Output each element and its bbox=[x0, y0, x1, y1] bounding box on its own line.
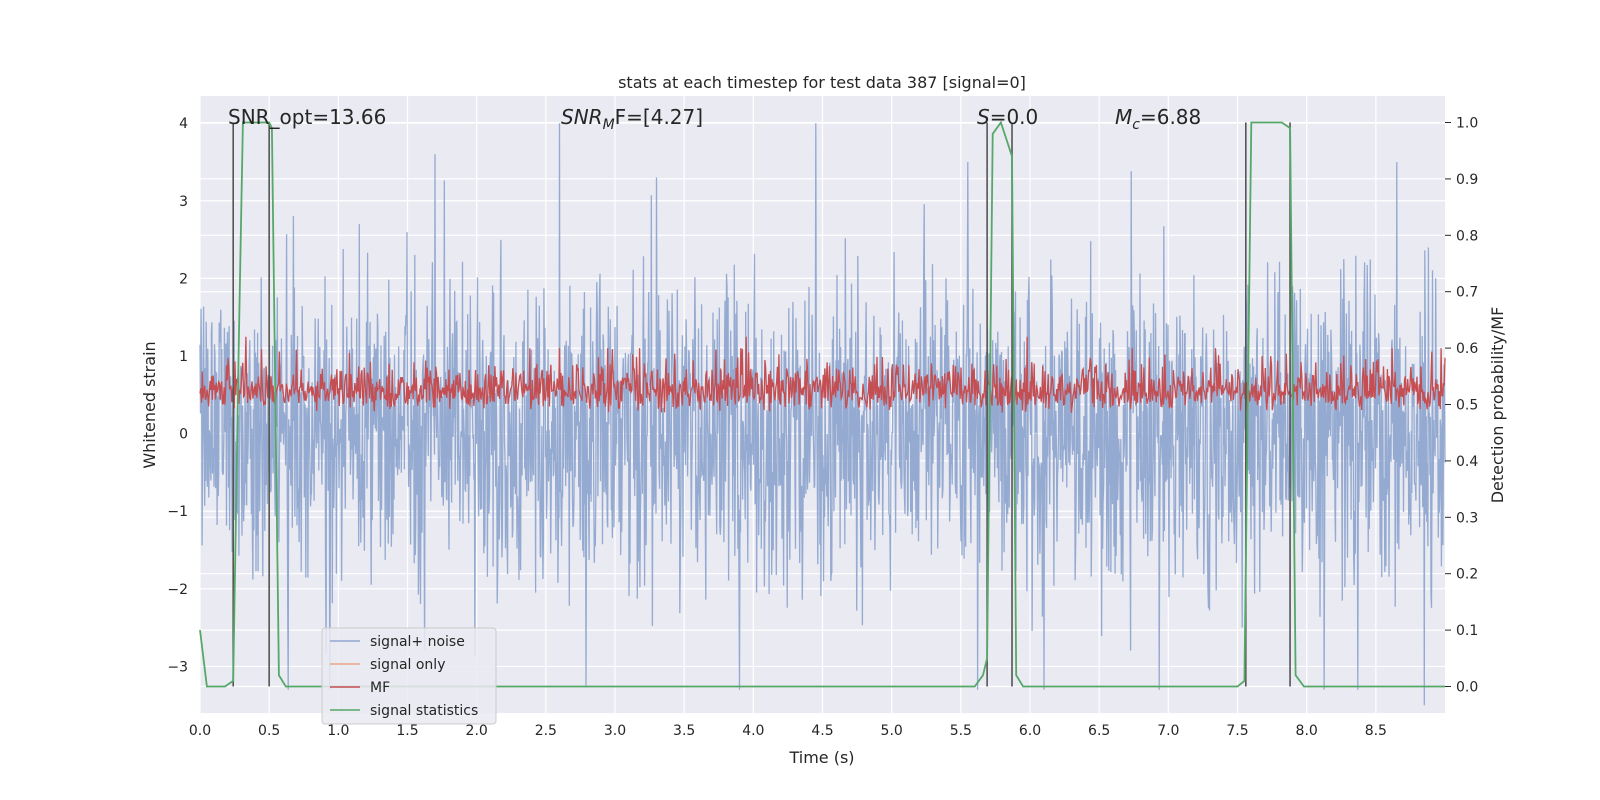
x-tick-label: 6.0 bbox=[1019, 723, 1041, 739]
annotation-snr-mf-sub: M bbox=[603, 117, 615, 133]
y-tick-label: 0 bbox=[179, 427, 188, 443]
y2-tick-label: 0.6 bbox=[1456, 341, 1478, 357]
x-tick-label: 1.0 bbox=[327, 723, 349, 739]
annotation-s-rest: =0.0 bbox=[990, 105, 1039, 129]
x-axis-ticks: 0.0 0.5 1.0 1.5 2.0 2.5 3.0 3.5 4.0 4.5 5.0 5.5 6.0 6… bbox=[189, 723, 1387, 739]
legend-label-signal-noise: signal+ noise bbox=[370, 634, 465, 650]
legend-label-signal-statistics: signal statistics bbox=[370, 703, 478, 719]
chart-title: stats at each timestep for test data 387… bbox=[618, 73, 1026, 92]
x-axis-label: Time (s) bbox=[788, 748, 854, 767]
x-tick-label: 1.5 bbox=[396, 723, 418, 739]
y2-axis-label: Detection probability/MF bbox=[1488, 307, 1507, 504]
y2-tick-label: 0.3 bbox=[1456, 510, 1478, 526]
legend-label-mf: MF bbox=[370, 680, 390, 696]
annotation-mc-var: M bbox=[1115, 105, 1132, 129]
y2-tick-label: 0.1 bbox=[1456, 623, 1478, 639]
annotation-s-var: S bbox=[977, 105, 990, 129]
y-tick-label: 2 bbox=[179, 271, 188, 287]
y-tick-label: −3 bbox=[167, 659, 188, 675]
x-tick-label: 7.5 bbox=[1226, 723, 1248, 739]
y2-axis-ticks: 1.0 0.9 0.8 0.7 0.6 0.5 0.4 0.3 0.2 0.1 0.0 bbox=[1445, 116, 1478, 695]
y2-tick-label: 0.8 bbox=[1456, 228, 1478, 244]
annotation-mc-sub: c bbox=[1132, 117, 1140, 133]
y-tick-label: 4 bbox=[179, 116, 188, 132]
legend-label-signal-only: signal only bbox=[370, 657, 445, 673]
y-tick-label: −2 bbox=[167, 582, 188, 598]
signal-statistics-line bbox=[199, 120, 1445, 688]
y2-tick-label: 0.4 bbox=[1456, 454, 1478, 470]
x-tick-label: 8.0 bbox=[1296, 723, 1318, 739]
annotation-snr-mf-rest: F=[4.27] bbox=[615, 105, 703, 129]
mf-line bbox=[199, 336, 1446, 413]
x-tick-label: 5.0 bbox=[881, 723, 903, 739]
signal-statistics-series bbox=[199, 120, 1445, 688]
y2-tick-label: 0.5 bbox=[1456, 398, 1478, 414]
annotation-snr-mf: SNRMF=[4.27] bbox=[561, 105, 703, 133]
annotation-s: S=0.0 bbox=[977, 105, 1038, 129]
y-axis-label: Whitened strain bbox=[140, 341, 159, 468]
y2-tick-label: 1.0 bbox=[1456, 116, 1478, 132]
annotation-snr-mf-var: SNR bbox=[561, 105, 603, 129]
x-tick-label: 2.5 bbox=[535, 723, 557, 739]
x-tick-label: 4.0 bbox=[742, 723, 764, 739]
x-tick-label: 0.0 bbox=[189, 723, 211, 739]
y-axis-ticks: 4 3 2 1 0 −1 −2 −3 bbox=[167, 116, 188, 675]
x-tick-label: 5.5 bbox=[950, 723, 972, 739]
x-tick-label: 4.5 bbox=[811, 723, 833, 739]
x-tick-label: 0.5 bbox=[258, 723, 280, 739]
x-tick-label: 3.0 bbox=[604, 723, 626, 739]
annotation-snr-opt: SNR_opt=13.66 bbox=[228, 105, 386, 129]
x-tick-label: 3.5 bbox=[673, 723, 695, 739]
x-tick-label: 6.5 bbox=[1088, 723, 1110, 739]
x-tick-label: 7.0 bbox=[1157, 723, 1179, 739]
signal-noise-line bbox=[199, 123, 1446, 706]
legend: signal+ noise signal only MF signal stat… bbox=[321, 627, 497, 725]
annotation-mc: Mc=6.88 bbox=[1115, 105, 1201, 133]
y2-tick-label: 0.9 bbox=[1456, 172, 1478, 188]
mf-series bbox=[199, 336, 1446, 413]
y-tick-label: 3 bbox=[179, 194, 188, 210]
y2-tick-label: 0.0 bbox=[1456, 679, 1478, 695]
x-tick-label: 2.0 bbox=[466, 723, 488, 739]
y2-tick-label: 0.7 bbox=[1456, 285, 1478, 301]
signal-noise-series bbox=[199, 123, 1446, 706]
y-tick-label: 1 bbox=[179, 349, 188, 365]
y-tick-label: −1 bbox=[167, 504, 188, 520]
annotation-mc-rest: =6.88 bbox=[1140, 105, 1201, 129]
y2-tick-label: 0.2 bbox=[1456, 567, 1478, 583]
legend-box bbox=[321, 627, 497, 725]
x-tick-label: 8.5 bbox=[1365, 723, 1387, 739]
